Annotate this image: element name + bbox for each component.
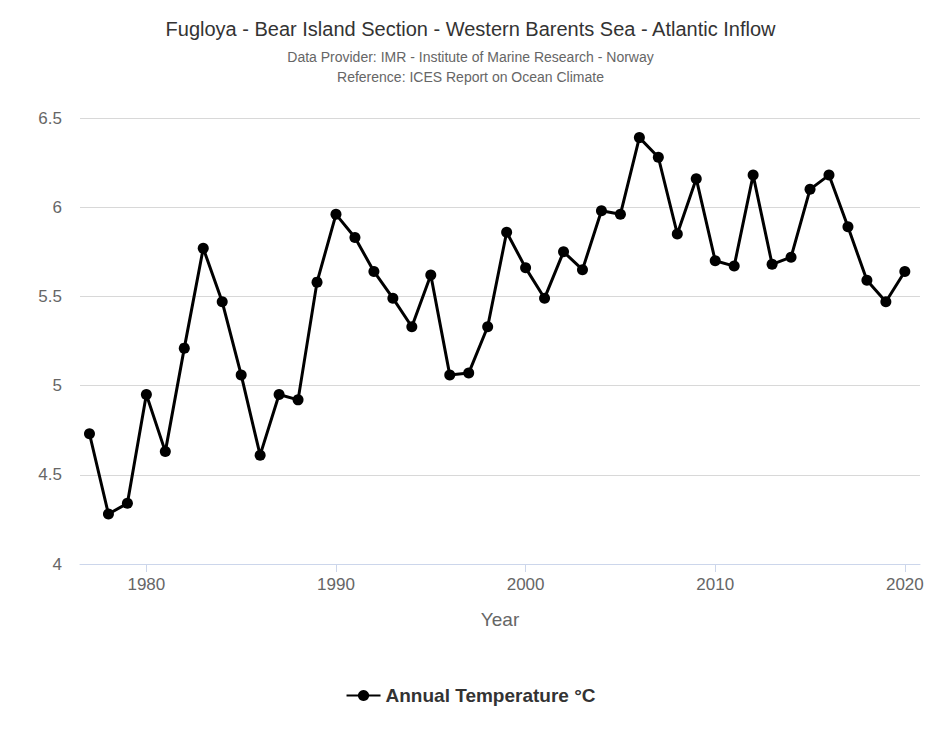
svg-text:4: 4 [53,555,62,574]
svg-text:1990: 1990 [317,575,355,594]
svg-text:Reference: ICES Report on Ocea: Reference: ICES Report on Ocean Climate [337,69,604,85]
svg-text:Fugloya - Bear Island Section: Fugloya - Bear Island Section - Western … [166,18,776,40]
svg-text:Year: Year [481,609,520,630]
svg-text:2010: 2010 [696,575,734,594]
svg-text:Data Provider: IMR - Institute: Data Provider: IMR - Institute of Marine… [287,49,653,65]
svg-text:2020: 2020 [886,575,924,594]
svg-text:Annual Temperature °C: Annual Temperature °C [386,685,596,706]
svg-text:5.5: 5.5 [38,287,62,306]
svg-text:6.5: 6.5 [38,109,62,128]
svg-text:1980: 1980 [127,575,165,594]
svg-text:5: 5 [53,376,62,395]
svg-text:4.5: 4.5 [38,465,62,484]
svg-text:2000: 2000 [507,575,545,594]
svg-text:6: 6 [53,198,62,217]
